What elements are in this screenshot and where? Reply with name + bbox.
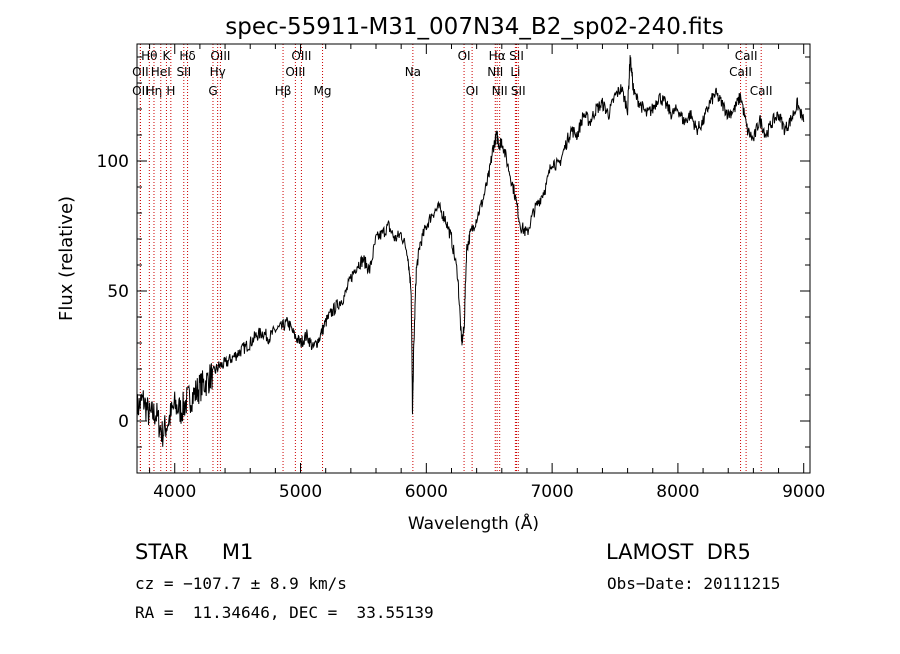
marker-label-18: OI [466,84,479,98]
marker-label-8: SII [176,65,191,79]
marker-label-4: HeI [151,65,171,79]
marker-label-17: OI [458,49,471,63]
plot-frame [136,43,811,474]
x-tick-label-9000: 9000 [782,482,825,502]
marker-label-23: Li [510,65,520,79]
marker-label-12: Hβ [275,84,292,98]
marker-label-5: K [162,49,171,63]
x-tick-label-5000: 5000 [279,482,322,502]
x-tick-label-7000: 7000 [530,482,573,502]
redshift-readout: cz = −107.7 ± 8.9 km/s [135,574,347,593]
spectrum-line [136,55,805,447]
x-tick-label-4000: 4000 [153,482,196,502]
y-tick-label-100: 100 [97,152,129,172]
marker-label-10: Hγ [210,65,226,79]
obs-date: Obs−Date: 20111215 [607,574,781,593]
marker-label-0: Hθ [141,49,157,63]
marker-label-3: Hη [146,84,163,98]
marker-label-11: G [208,84,217,98]
marker-label-19: Hα [489,49,506,63]
marker-label-2: OII [132,84,149,98]
y-tick-label-50: 50 [107,282,129,302]
marker-label-6: H [166,84,175,98]
coordinates: RA = 11.34646, DEC = 33.55139 [135,603,434,622]
marker-label-26: CaII [729,65,752,79]
marker-label-21: NII [492,84,508,98]
marker-label-24: SII [511,84,526,98]
marker-label-13: OIII [291,49,311,63]
marker-label-15: Mg [314,84,332,98]
marker-label-16: Na [405,65,421,79]
marker-label-7: Hδ [179,49,195,63]
object-class: STAR M1 [135,540,254,564]
marker-label-14: OIII [285,65,305,79]
chart-title: spec-55911-M31_007N34_B2_sp02-240.fits [225,14,723,40]
y-tick-label-0: 0 [118,412,129,432]
y-axis-label: Flux (relative) [56,196,77,321]
marker-label-20: NII [487,65,503,79]
marker-label-27: CaII [750,84,773,98]
marker-label-22: SII [509,49,524,63]
x-tick-label-6000: 6000 [405,482,448,502]
x-tick-label-8000: 8000 [656,482,699,502]
marker-label-25: CaII [735,49,758,63]
marker-label-9: OIII [210,49,230,63]
survey-label: LAMOST DR5 [606,540,751,564]
x-axis-label: Wavelength (Å) [408,512,539,534]
